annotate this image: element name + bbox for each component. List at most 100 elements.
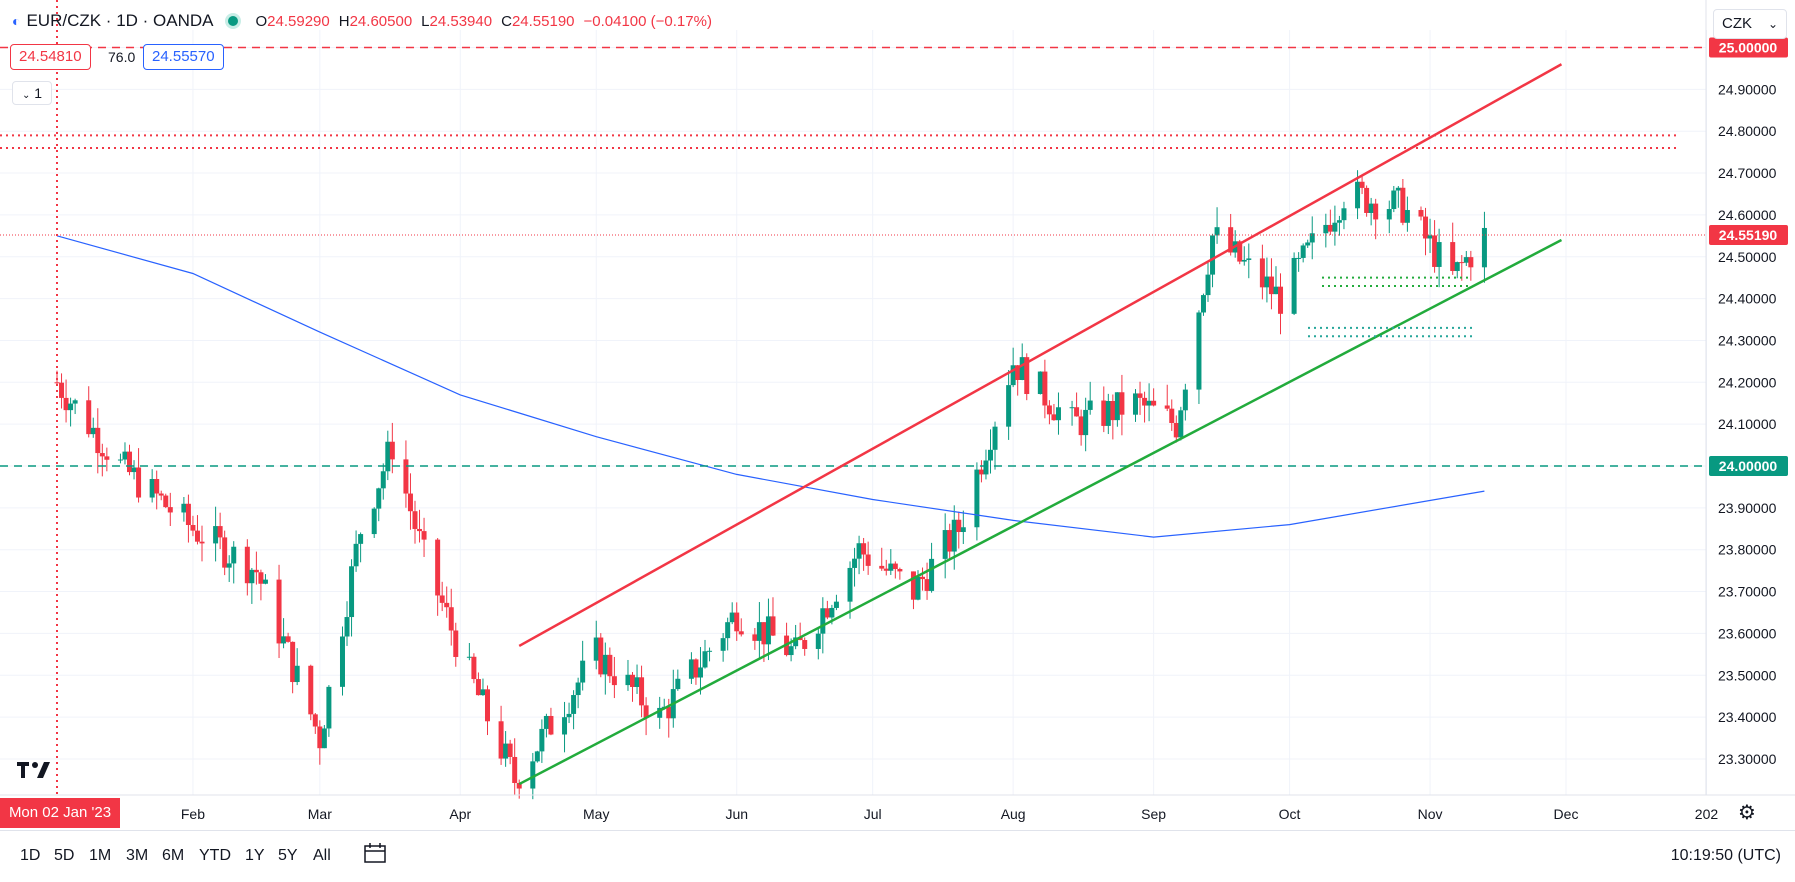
- candle-body: [1481, 227, 1487, 268]
- candle-body: [1069, 407, 1075, 409]
- candle-body: [1083, 409, 1089, 436]
- candle-body: [448, 607, 454, 631]
- candle-body: [512, 756, 518, 783]
- candle-body: [752, 634, 758, 641]
- candle-body: [213, 526, 219, 544]
- candle-body: [534, 751, 540, 762]
- candle-body: [1291, 257, 1297, 314]
- candle-body: [1146, 400, 1152, 406]
- candle-body: [158, 493, 164, 496]
- range-1d-button[interactable]: 1D: [20, 847, 41, 864]
- candle-body: [1237, 241, 1243, 262]
- range-1m-button[interactable]: 1M: [89, 847, 112, 864]
- candle-body: [1228, 227, 1234, 253]
- currency-selector[interactable]: CZK ⌄: [1713, 9, 1787, 39]
- candle-body: [720, 638, 726, 651]
- candle-body: [693, 659, 699, 678]
- high-value: 24.60500: [349, 12, 413, 30]
- candle-body: [380, 471, 386, 489]
- candle-body: [983, 460, 989, 475]
- candle-body: [1368, 203, 1374, 213]
- price-axis-label: 23.60000: [1718, 625, 1777, 641]
- candle-body: [1046, 405, 1052, 415]
- candle-body: [1296, 257, 1302, 259]
- candle-body: [788, 646, 794, 656]
- legend-toggle-button[interactable]: ⌄ 1: [12, 81, 52, 105]
- candle-body: [1019, 357, 1025, 380]
- range-3m-button[interactable]: 3M: [126, 847, 149, 864]
- candle-body: [285, 636, 291, 642]
- range-6m-button[interactable]: 6M: [162, 847, 185, 864]
- candle-body: [95, 427, 101, 454]
- market-open-icon: [227, 16, 238, 26]
- candle-body: [231, 546, 237, 564]
- candle-body: [444, 602, 450, 608]
- candle-body: [892, 563, 898, 570]
- candle-body: [1268, 276, 1274, 295]
- candle-body: [602, 654, 608, 675]
- candle-body: [702, 651, 708, 668]
- time-axis-label: Dec: [1554, 806, 1579, 822]
- bottom-toolbar: 1D 5D 1M 3M 6M YTD 1Y 5Y All 10:19:50 (U…: [0, 830, 1795, 882]
- candle-body: [199, 541, 205, 544]
- candle-body: [1214, 227, 1220, 236]
- gear-icon[interactable]: ⚙: [1738, 802, 1756, 824]
- clock-display[interactable]: 10:19:50 (UTC): [1670, 847, 1781, 864]
- candle-body: [1436, 242, 1442, 267]
- symbol-title[interactable]: EUR/CZK · 1D · OANDA: [26, 11, 214, 30]
- candle-body: [403, 459, 409, 494]
- low-value: 24.53940: [429, 12, 493, 30]
- candle-body: [770, 616, 776, 636]
- candle-body: [639, 677, 645, 706]
- range-ytd-button[interactable]: YTD: [199, 847, 231, 864]
- candle-body: [956, 519, 962, 533]
- range-5y-button[interactable]: 5Y: [278, 847, 298, 864]
- candle-body: [339, 636, 345, 687]
- candle-body: [312, 714, 318, 727]
- channel-lower-line: [518, 238, 1563, 786]
- time-axis-label: Apr: [449, 806, 471, 822]
- candle-body: [1454, 262, 1460, 272]
- candle-body: [249, 569, 255, 584]
- candle-body: [598, 637, 604, 675]
- candle-body: [824, 608, 830, 618]
- candle-body: [475, 679, 481, 696]
- candle-body: [1386, 209, 1392, 220]
- candle-body: [54, 382, 60, 384]
- candle-body: [1427, 235, 1433, 239]
- candle-body: [1400, 187, 1406, 223]
- candle-body: [530, 761, 536, 789]
- crosshair-date-label: Mon 02 Jan '23: [0, 798, 120, 828]
- candle-body: [1364, 187, 1370, 213]
- candle-body: [630, 674, 636, 687]
- change-value: −0.04100 (−0.17%): [583, 12, 712, 30]
- candle-body: [1264, 276, 1270, 288]
- candle-body: [163, 495, 169, 508]
- chevron-down-icon: ⌄: [1767, 17, 1778, 31]
- sell-button[interactable]: 24.54810: [10, 44, 91, 70]
- candle-body: [276, 579, 282, 644]
- candle-body: [86, 400, 92, 435]
- open-value: 24.59290: [267, 12, 330, 30]
- candle-body: [181, 503, 187, 513]
- candle-body: [1006, 385, 1012, 427]
- candle-body: [1164, 405, 1170, 409]
- candle-body: [1119, 392, 1125, 415]
- candle-body: [358, 534, 364, 544]
- candle-body: [1423, 216, 1429, 239]
- candle-body: [1037, 371, 1043, 395]
- buy-button[interactable]: 24.55570: [143, 44, 224, 70]
- range-5d-button[interactable]: 5D: [54, 847, 75, 864]
- candle-body: [1468, 257, 1474, 268]
- price-axis-label: 24.10000: [1718, 416, 1777, 432]
- candle-body: [435, 539, 441, 596]
- support-price-tag: 24.00000: [1719, 458, 1778, 474]
- chevron-down-icon: ⌄: [21, 90, 31, 101]
- range-all-button[interactable]: All: [313, 847, 331, 864]
- candle-body: [1101, 400, 1107, 426]
- candle-body: [897, 569, 903, 572]
- range-1y-button[interactable]: 1Y: [245, 847, 265, 864]
- candle-body: [127, 451, 133, 473]
- calendar-icon[interactable]: [363, 842, 387, 864]
